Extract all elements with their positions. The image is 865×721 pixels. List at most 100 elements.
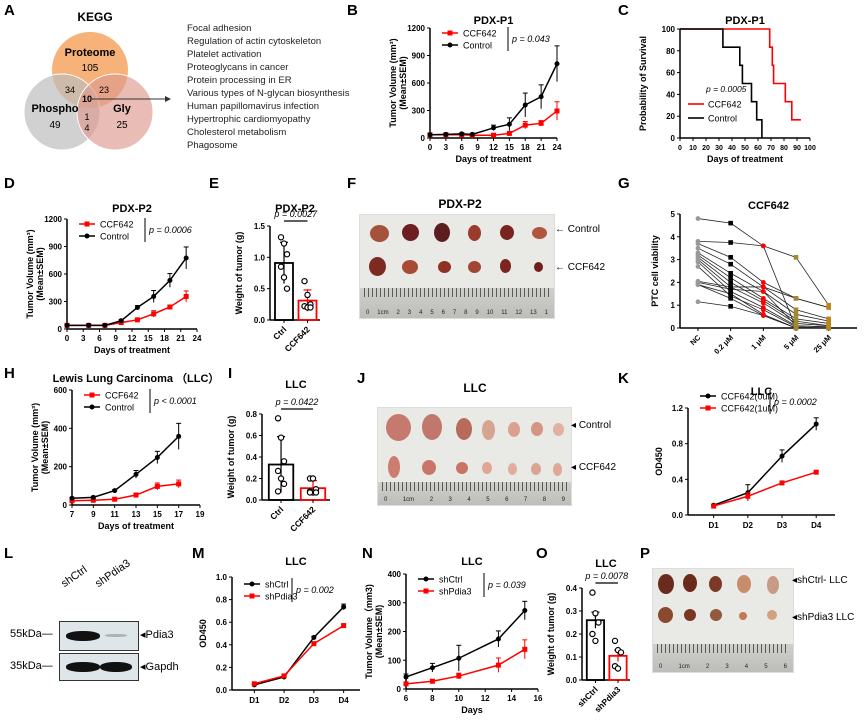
y-tick-label: 600 — [412, 79, 426, 88]
panel-letter-a: A — [4, 2, 15, 19]
kegg-pathway: Protein processing in ER — [187, 75, 292, 86]
data-point — [522, 608, 528, 614]
legend-marker — [249, 581, 255, 587]
legend-label: shCtrl — [265, 580, 289, 590]
data-point — [522, 122, 528, 128]
data-point — [90, 494, 96, 500]
data-point — [311, 641, 317, 647]
x-tick-label: 15 — [153, 510, 162, 519]
data-point — [167, 304, 173, 310]
data-point — [274, 467, 282, 475]
data-point — [617, 649, 625, 656]
tumor — [369, 257, 386, 276]
y-tick-label: 0.1 — [566, 653, 578, 662]
data-point — [695, 259, 701, 265]
data-point — [341, 623, 347, 629]
y-tick-label: 400 — [388, 570, 402, 579]
x-tick-label: 5 μM — [782, 333, 800, 351]
data-point — [112, 488, 118, 494]
y-axis-label-B: Tumor Volume (mm³) — [388, 38, 398, 127]
legend-label: CCF642 — [100, 220, 134, 230]
y-tick-label: 300 — [49, 298, 63, 307]
legend-marker — [89, 392, 95, 398]
data-point — [695, 245, 701, 251]
venn-value-gly: 25 — [116, 120, 128, 131]
series-line-CCF642 — [430, 110, 558, 136]
tumor — [709, 576, 722, 592]
survival-curve-CCF642 — [680, 28, 801, 121]
ruler-label: 5 — [430, 310, 434, 316]
panel-letter-p: P — [640, 545, 651, 562]
ruler-label: 6 — [441, 310, 445, 316]
x-tick-label: D4 — [339, 696, 350, 705]
data-point — [69, 495, 75, 501]
band — [66, 631, 100, 641]
ruler-label: 1cm — [402, 497, 415, 503]
data-point — [280, 480, 288, 488]
data-point — [456, 655, 462, 661]
y-tick-label: 400 — [54, 424, 68, 433]
p-value-D: p = 0.0006 — [148, 225, 192, 235]
data-point — [167, 277, 173, 283]
y-tick-label: 100 — [662, 25, 676, 34]
ruler-label: 10 — [486, 310, 494, 316]
data-point — [760, 313, 766, 318]
band — [105, 634, 127, 637]
y-tick-label: 600 — [49, 270, 63, 279]
x-tick-label: 100 — [804, 145, 816, 152]
ruler: 0 1cm 2 3 4 5 6 7 8 9 — [378, 482, 571, 505]
tumor-photo-pdx-p2: 0 1cm 2 3 4 5 6 7 8 9 10 11 12 13 1 — [359, 214, 555, 319]
data-point — [495, 636, 501, 642]
photo-j-label-control: ◂ Control — [571, 420, 612, 431]
ruler-label: 8 — [542, 497, 547, 503]
tumor — [500, 225, 514, 240]
x-tick-label: 60 — [754, 145, 762, 152]
data-point — [793, 325, 799, 331]
legend-label: CCF642 — [105, 391, 139, 401]
bar-shCtrl — [585, 619, 605, 681]
venn-phospho-gly-1: 1 — [84, 112, 89, 122]
data-point — [312, 489, 320, 496]
ruler-label: 8 — [464, 310, 468, 316]
panel-letter-i: I — [228, 365, 233, 382]
data-point — [728, 291, 733, 297]
venn-arrowhead — [165, 96, 171, 102]
photo-j-label-ccf642: ◂ CCF642 — [571, 462, 617, 473]
x-axis-label-B: Days of treatment — [455, 154, 531, 164]
data-point — [554, 61, 560, 67]
photo-f-label-control: ← Control — [555, 224, 601, 235]
legend-label: CCF642(1uM) — [721, 404, 778, 414]
data-point — [614, 665, 622, 672]
data-point — [779, 480, 785, 486]
y-tick-label: 0.0 — [246, 496, 258, 505]
y-tick-label: 0.0 — [566, 676, 578, 685]
x-tick-label: 0.2 μM — [712, 333, 735, 356]
p-value-C: p = 0.0005 — [705, 84, 747, 94]
y-tick-label: 1.2 — [672, 404, 684, 413]
x-tick-label: 9 — [114, 334, 119, 343]
data-point — [443, 131, 449, 137]
y-tick-label: 4 — [671, 233, 676, 242]
kegg-pathway-list: Focal adhesion Regulation of actin cytos… — [187, 22, 349, 152]
chart-title-E: PDX-P2 — [275, 203, 315, 215]
y-tick-label: 0.4 — [216, 641, 228, 650]
x-tick-label: D1 — [709, 521, 720, 530]
ruler-label: 12 — [515, 310, 523, 316]
y-tick-label: 200 — [54, 463, 68, 472]
x-tick-label: 90 — [793, 145, 801, 152]
data-point — [151, 293, 157, 299]
data-point — [274, 415, 282, 422]
panel-letter-n: N — [362, 545, 373, 562]
series-line-shCtrl — [405, 610, 526, 678]
x-tick-label: 14 — [507, 694, 516, 703]
x-tick-label: CCF642 — [282, 324, 312, 354]
p-value-K: p = 0.0002 — [773, 397, 817, 407]
chart-title-D: PDX-P2 — [112, 203, 152, 215]
y-tick-label: 900 — [49, 243, 63, 252]
legend-marker — [447, 30, 453, 36]
kegg-pathway: Human papillomavirus infection — [187, 101, 320, 112]
p-value-M: p = 0.002 — [295, 585, 334, 595]
y-tick-label: 600 — [54, 386, 68, 395]
x-tick-label: 18 — [521, 143, 530, 152]
